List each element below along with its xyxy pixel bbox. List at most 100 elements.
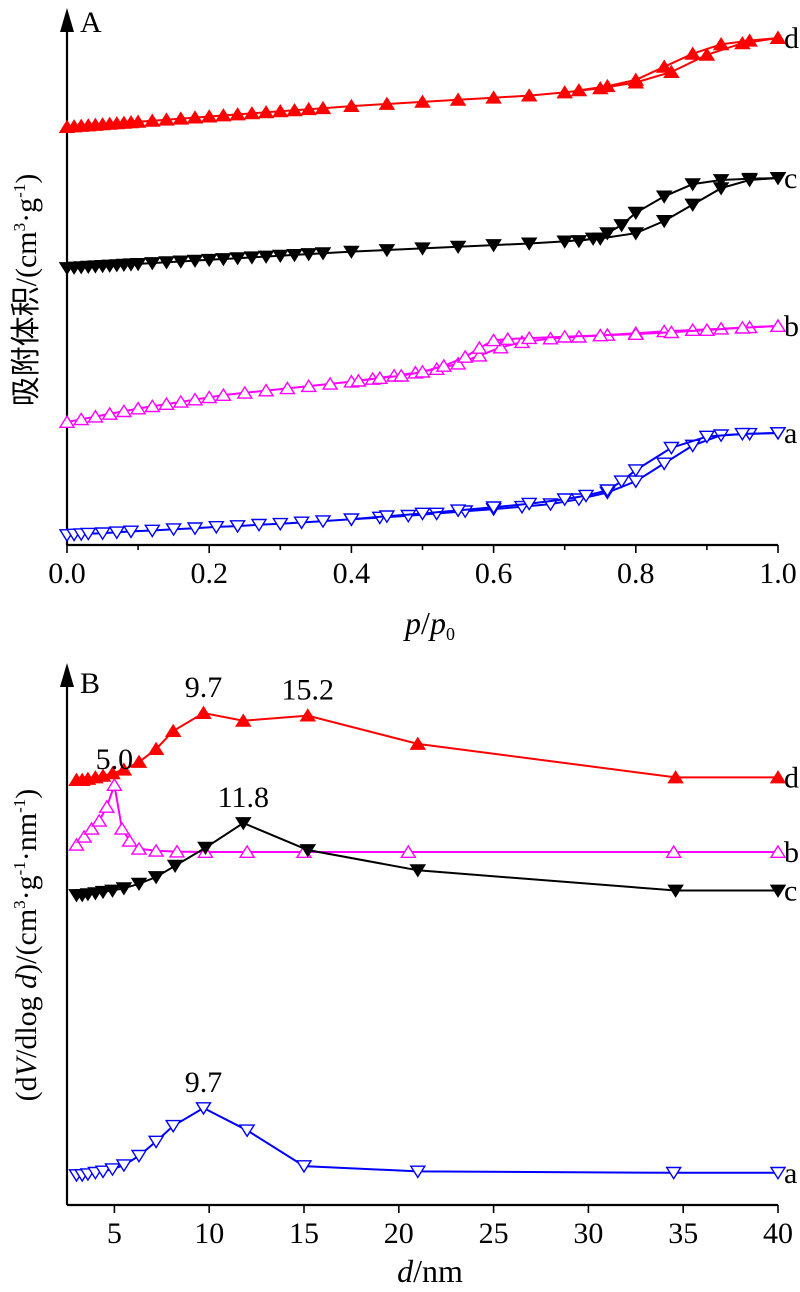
series-c-point <box>684 198 701 212</box>
series-b-point <box>435 358 453 372</box>
series-c-point <box>158 256 175 270</box>
series-b-point <box>520 330 538 345</box>
series-d-point <box>229 107 246 121</box>
panel-a-x-tick-label: 0.8 <box>617 557 655 590</box>
series-d-point <box>186 110 204 124</box>
series-c-point <box>104 884 121 898</box>
series-d-point <box>712 36 730 51</box>
series-d-point <box>485 90 502 104</box>
series-a-point <box>208 521 225 535</box>
series-c-point <box>144 257 161 271</box>
series-d-point <box>667 770 684 784</box>
series-b-point <box>449 356 467 370</box>
series-a-point <box>238 1124 256 1138</box>
series-d-point <box>299 708 317 722</box>
series-c-point <box>684 178 701 192</box>
series-d-point <box>130 754 148 768</box>
series-b-point <box>72 412 90 426</box>
panel-a-series-a: a <box>58 417 797 543</box>
panel-a-y-axis-arrow <box>60 8 74 32</box>
series-d-point <box>741 33 758 47</box>
series-d-point <box>272 103 289 118</box>
series-d-point <box>195 705 212 719</box>
panel-b-curve-label-c: c <box>784 875 797 908</box>
series-d-point <box>698 47 716 61</box>
series-d-point <box>449 92 467 106</box>
panel-a-x-axis-label: p/p0 <box>403 605 455 644</box>
series-d-point <box>409 736 427 750</box>
series-a-point <box>378 510 396 524</box>
series-a-point <box>577 489 595 503</box>
series-c-point <box>94 885 112 900</box>
panel-a-curve-label-a: a <box>784 417 797 450</box>
panel-a-x-tick-label: 0.6 <box>475 557 513 590</box>
series-b-point <box>592 328 609 342</box>
series-d-point <box>655 59 673 73</box>
series-a-point <box>314 515 332 529</box>
series-a-point <box>250 518 268 533</box>
series-a-point <box>80 527 97 541</box>
series-a-point <box>122 525 140 539</box>
series-d-point <box>147 741 165 755</box>
series-b-point <box>485 333 502 347</box>
panel-b-y-axis-arrow <box>60 663 74 687</box>
panel-b-x-tick-label: 35 <box>668 1217 698 1250</box>
series-d-point <box>243 106 261 120</box>
series-b-point <box>168 844 186 858</box>
series-a-point <box>164 1119 182 1134</box>
series-b-point <box>236 385 254 399</box>
panel-b-peak-annotation: 11.8 <box>218 781 269 814</box>
series-c-point <box>197 841 214 856</box>
series-b-point <box>350 373 367 387</box>
series-b-curve-line <box>75 781 778 853</box>
series-c-point <box>172 255 190 269</box>
series-b-point <box>75 829 93 843</box>
series-b-point <box>113 821 131 835</box>
series-b-point <box>90 813 108 827</box>
panel-a-x-tick-label: 1.0 <box>759 557 797 590</box>
series-d-point <box>684 46 701 60</box>
series-b-point <box>200 390 218 404</box>
series-d-point <box>556 85 573 99</box>
series-a-point <box>272 517 289 532</box>
series-b-point <box>147 843 165 857</box>
series-a-point <box>449 504 467 518</box>
series-b-point <box>68 837 85 851</box>
series-a-point <box>195 1102 212 1116</box>
panel-a-x-tick-label: 0.4 <box>333 557 371 590</box>
series-b-point <box>471 348 488 362</box>
series-a-point <box>295 1160 313 1174</box>
series-a-point <box>769 1166 787 1181</box>
series-c-point <box>449 240 467 255</box>
series-c-point <box>655 190 673 204</box>
panel-b-series-a: a <box>68 1102 797 1190</box>
series-c-point <box>655 214 673 229</box>
series-b-point <box>144 398 161 413</box>
series-c-point <box>130 877 148 892</box>
series-c-point <box>599 227 616 241</box>
panel-b-x-axis-label: d/nm <box>397 1253 463 1289</box>
series-a-point <box>144 524 161 538</box>
series-b-point <box>186 392 204 406</box>
series-b-point <box>106 777 123 791</box>
series-b-point <box>400 844 417 858</box>
series-b-point <box>129 401 147 415</box>
series-c-point <box>257 250 275 264</box>
series-a-point <box>229 520 246 534</box>
series-c-point <box>378 244 396 258</box>
series-a-point <box>627 464 645 478</box>
series-a-point <box>556 493 573 507</box>
series-a-point <box>147 1135 165 1149</box>
series-b-point <box>414 364 431 378</box>
series-b-point <box>734 320 751 334</box>
series-d-point <box>257 105 275 119</box>
panel-b-x-tick-label: 25 <box>479 1217 509 1250</box>
series-b-point <box>456 349 474 363</box>
series-d-point <box>769 770 787 784</box>
panel-a-curve-label-d: d <box>784 22 799 55</box>
series-d-point <box>144 113 161 127</box>
series-a-point <box>104 1163 121 1177</box>
series-c-point <box>769 172 787 186</box>
series-a-point <box>414 507 431 521</box>
